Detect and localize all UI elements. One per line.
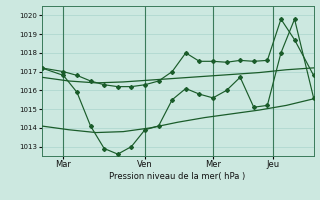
X-axis label: Pression niveau de la mer( hPa ): Pression niveau de la mer( hPa ) [109,172,246,181]
